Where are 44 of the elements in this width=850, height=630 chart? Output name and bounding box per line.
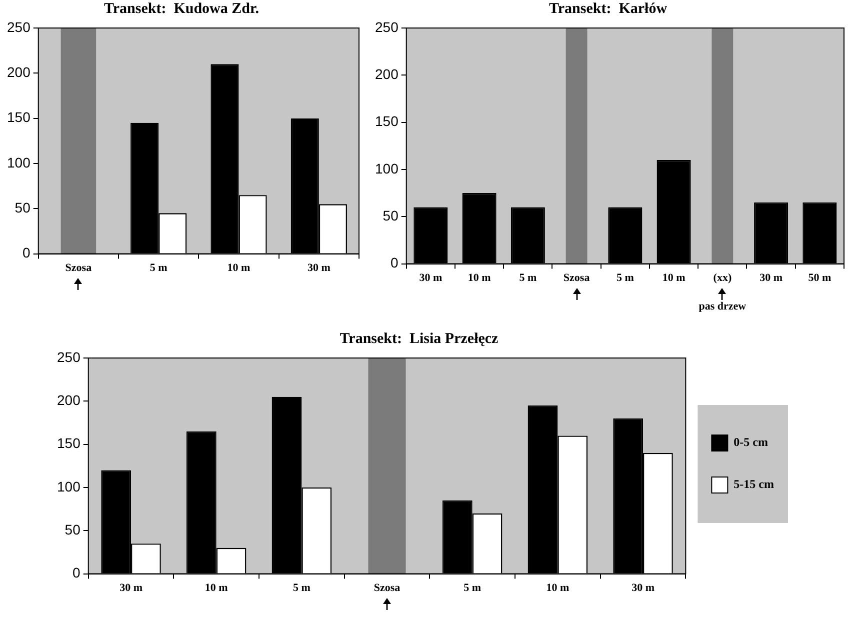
x-tick-label: 10 m bbox=[468, 272, 491, 284]
y-tick-label: 50 bbox=[382, 208, 399, 224]
x-tick-label: 5 m bbox=[616, 272, 634, 284]
x-tick-label: 5 m bbox=[519, 272, 537, 284]
y-tick-label: 150 bbox=[375, 113, 399, 130]
chart-title: Transekt: Karłów bbox=[548, 0, 668, 17]
x-tick-label: 30 m bbox=[307, 262, 330, 274]
x-tick-label: 30 m bbox=[632, 582, 654, 594]
x-tick-label: 30 m bbox=[419, 272, 442, 284]
y-tick-label: 0 bbox=[390, 254, 399, 271]
x-tick-label: Szosa bbox=[374, 582, 401, 594]
y-tick-label: 100 bbox=[57, 478, 81, 494]
x-tick-label: Szosa bbox=[65, 262, 92, 274]
y-tick-label: 0 bbox=[22, 244, 31, 261]
x-tick-label: 10 m bbox=[546, 582, 570, 594]
x-tick-label: 30 m bbox=[760, 272, 783, 284]
y-tick-label: 150 bbox=[7, 109, 31, 126]
y-tick-label: 100 bbox=[7, 154, 31, 170]
y-tick-label: 250 bbox=[57, 348, 81, 365]
x-tick-label: 50 m bbox=[808, 272, 832, 284]
y-tick-label: 250 bbox=[375, 18, 399, 35]
x-tick-label: 10 m bbox=[227, 262, 250, 274]
y-tick-label: 200 bbox=[57, 392, 81, 408]
x-tick-label: 30 m bbox=[120, 582, 142, 594]
y-tick-label: 250 bbox=[7, 18, 31, 35]
y-tick-label: 200 bbox=[375, 66, 399, 82]
x-tick-label: 10 m bbox=[204, 582, 228, 594]
chart-title: Transekt: Lisia Przełęcz bbox=[340, 330, 499, 347]
x-tick-label: 5 m bbox=[150, 262, 168, 274]
text: pas drzew bbox=[698, 300, 746, 312]
chart-title: Transekt: Kudowa Zdr. bbox=[104, 0, 260, 17]
y-tick-label: 200 bbox=[7, 64, 31, 80]
y-tick-label: 100 bbox=[375, 160, 399, 176]
y-tick-label: 50 bbox=[64, 522, 81, 538]
y-tick-label: 0 bbox=[72, 564, 81, 581]
x-tick-label: Szosa bbox=[563, 272, 590, 284]
x-tick-label: 5 m bbox=[292, 582, 310, 594]
y-tick-label: 150 bbox=[57, 435, 81, 452]
legend-label: 5-15 cm bbox=[734, 477, 774, 492]
y-tick-label: 50 bbox=[14, 200, 31, 216]
x-tick-label: 5 m bbox=[464, 582, 482, 594]
legend-label: 0-5 cm bbox=[734, 435, 768, 450]
x-tick-label: 10 m bbox=[662, 272, 686, 284]
x-tick-label: (xx) bbox=[713, 272, 732, 284]
